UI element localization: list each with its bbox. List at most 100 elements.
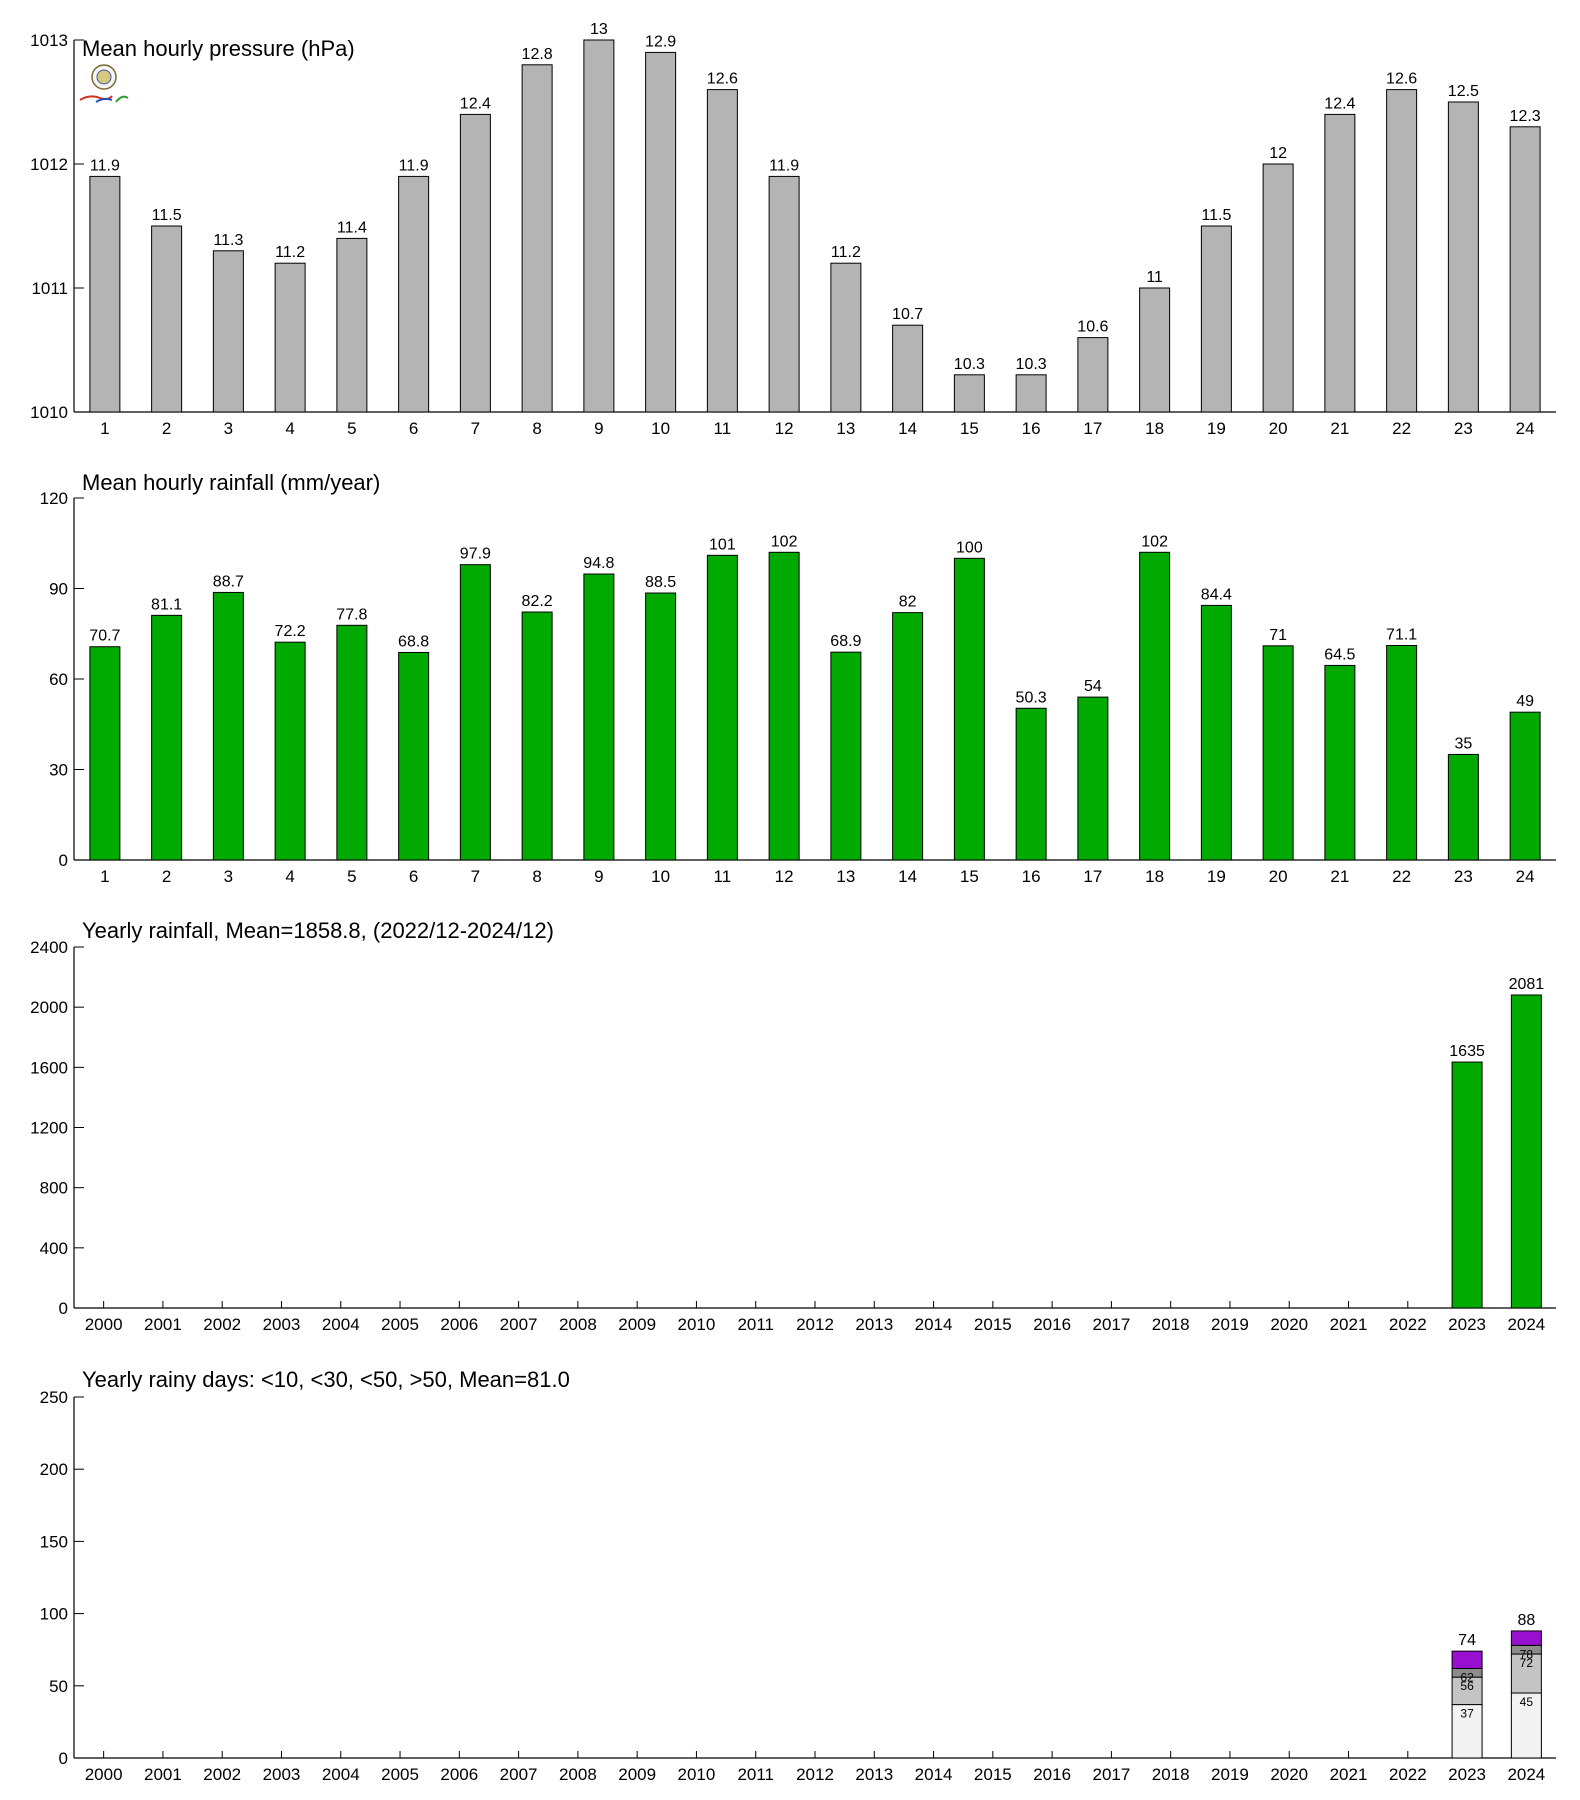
x-tick-label: 2023: [1448, 1315, 1486, 1334]
x-tick-label: 2003: [263, 1765, 301, 1784]
x-tick-label: 2014: [915, 1765, 953, 1784]
data-label: 82: [899, 594, 917, 611]
x-tick-label: 2006: [440, 1765, 478, 1784]
x-tick-label: 2022: [1389, 1765, 1427, 1784]
x-tick-label: 15: [960, 419, 979, 438]
x-tick-label: 6: [409, 419, 418, 438]
yearly-rainfall-chart-title: Yearly rainfall, Mean=1858.8, (2022/12-2…: [82, 918, 554, 943]
data-label: 12.5: [1448, 83, 1479, 100]
data-label: 68.9: [830, 633, 861, 650]
data-label: 101: [709, 536, 736, 553]
bar: [953, 557, 985, 861]
x-tick-label: 8: [532, 419, 541, 438]
x-tick-label: 2011: [737, 1315, 774, 1334]
data-label: 11.2: [275, 244, 305, 261]
y-tick-label: 150: [40, 1532, 68, 1551]
x-tick-label: 2013: [855, 1765, 893, 1784]
y-tick-label: 2000: [30, 998, 68, 1017]
x-tick-label: 9: [594, 419, 603, 438]
bar: [89, 175, 121, 413]
data-label: 97.9: [460, 546, 491, 563]
x-tick-label: 18: [1145, 867, 1164, 886]
data-label: 12.4: [1324, 95, 1355, 112]
data-label: 12: [1269, 145, 1287, 162]
x-tick-label: 2011: [737, 1765, 774, 1784]
bar: [274, 641, 306, 861]
x-tick-label: 16: [1022, 867, 1041, 886]
bar: [1077, 337, 1109, 413]
data-label: 13: [590, 21, 608, 38]
data-label: 1635: [1449, 1043, 1485, 1060]
x-tick-label: 3: [224, 867, 233, 886]
y-tick-label: 1012: [30, 155, 68, 174]
segment-label: 72: [1520, 1656, 1534, 1670]
x-tick-label: 24: [1516, 867, 1535, 886]
x-tick-label: 2008: [559, 1315, 597, 1334]
data-label: 77.8: [336, 606, 367, 623]
logo: [79, 64, 129, 103]
y-tick-label: 100: [40, 1605, 68, 1624]
y-tick-label: 120: [40, 489, 68, 508]
data-label: 12.3: [1510, 108, 1541, 125]
bar: [336, 624, 368, 861]
stacked-bar-segment: [1510, 1692, 1542, 1759]
rainy-days-chart: Yearly rainy days: <10, <30, <50, >50, M…: [40, 1367, 1556, 1784]
x-tick-label: 2005: [381, 1765, 419, 1784]
x-tick-label: 23: [1454, 419, 1473, 438]
bar: [212, 250, 244, 413]
yearly-rainfall-chart: Yearly rainfall, Mean=1858.8, (2022/12-2…: [30, 918, 1556, 1334]
x-tick-label: 6: [409, 867, 418, 886]
bar: [1386, 645, 1418, 861]
pressure-chart: Mean hourly pressure (hPa) 1010101110121…: [30, 21, 1556, 438]
x-tick-label: 12: [775, 867, 794, 886]
x-tick-label: 20: [1269, 867, 1288, 886]
data-label: 82.2: [522, 593, 553, 610]
bar: [706, 554, 738, 861]
x-tick-label: 7: [471, 419, 480, 438]
x-tick-label: 2: [162, 867, 171, 886]
x-tick-label: 4: [285, 867, 294, 886]
data-label: 12.4: [460, 95, 491, 112]
x-tick-label: 13: [836, 419, 855, 438]
x-tick-label: 2018: [1152, 1315, 1190, 1334]
bar: [459, 564, 491, 861]
x-tick-label: 2015: [974, 1765, 1012, 1784]
bar: [1509, 711, 1541, 861]
bar: [768, 551, 800, 861]
x-tick-label: 2007: [500, 1315, 538, 1334]
x-tick-label: 2014: [915, 1315, 953, 1334]
y-tick-label: 2400: [30, 938, 68, 957]
x-tick-label: 2009: [618, 1315, 656, 1334]
data-label: 2081: [1509, 976, 1545, 993]
x-tick-label: 2018: [1152, 1765, 1190, 1784]
bar: [1447, 101, 1479, 413]
y-tick-label: 1010: [30, 403, 68, 422]
y-tick-label: 1600: [30, 1058, 68, 1077]
x-tick-label: 2020: [1270, 1315, 1308, 1334]
x-tick-label: 2022: [1389, 1315, 1427, 1334]
data-label: 94.8: [583, 555, 614, 572]
bar: [459, 113, 491, 413]
x-tick-label: 9: [594, 867, 603, 886]
data-label: 12.6: [707, 71, 738, 88]
bar: [1386, 89, 1418, 413]
x-tick-label: 24: [1516, 419, 1535, 438]
data-label: 10.7: [892, 306, 923, 323]
x-tick-label: 22: [1392, 419, 1411, 438]
y-tick-label: 90: [49, 580, 68, 599]
bar: [645, 51, 677, 413]
bar: [1200, 225, 1232, 413]
segment-label: 37: [1460, 1707, 1474, 1721]
bar: [953, 374, 985, 413]
x-tick-label: 2016: [1033, 1315, 1071, 1334]
data-label: 74: [1458, 1632, 1476, 1649]
x-tick-label: 17: [1083, 867, 1102, 886]
data-label: 10.3: [954, 356, 985, 373]
x-tick-label: 2004: [322, 1315, 360, 1334]
bar: [1510, 994, 1542, 1309]
data-label: 11: [1146, 269, 1163, 286]
stacked-bar-segment: [1510, 1653, 1542, 1694]
y-tick-label: 200: [40, 1460, 68, 1479]
x-tick-label: 2009: [618, 1765, 656, 1784]
data-label: 49: [1516, 693, 1534, 710]
